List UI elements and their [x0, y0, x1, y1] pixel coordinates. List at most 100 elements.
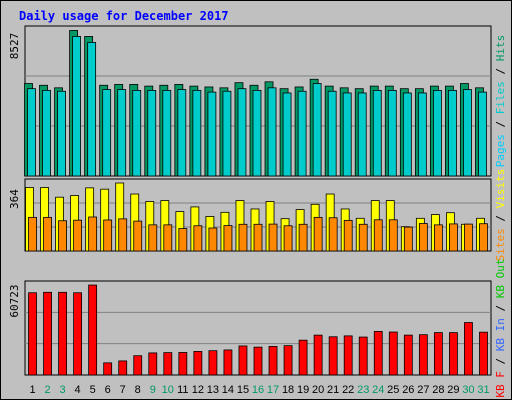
bar-files-day-1-outline	[27, 88, 36, 177]
bar-sites-day-27	[419, 223, 428, 251]
bar-kbf-day-15-outline	[238, 345, 248, 376]
bar-files-day-4-outline	[72, 36, 82, 177]
bar-files-day-6-outline	[102, 89, 112, 177]
bar-kbf-day-16-outline	[253, 346, 263, 376]
x-tick-label: 8	[135, 384, 141, 396]
bar-sites-day-7-outline	[118, 218, 128, 252]
bar-sites-day-10	[163, 224, 172, 251]
bar-files-day-2	[42, 90, 51, 176]
bar-kbf-day-19	[299, 340, 308, 375]
bar-files-day-1	[27, 88, 36, 176]
x-tick-label: 7	[120, 384, 126, 396]
bar-files-day-21	[328, 91, 337, 176]
bar-files-day-11-outline	[177, 89, 187, 177]
bar-kbf-day-14	[223, 349, 232, 375]
bar-sites-day-30-outline	[464, 223, 473, 252]
bar-files-day-13-outline	[207, 91, 217, 177]
bar-kbf-day-20-outline	[313, 334, 323, 376]
bar-files-day-8-outline	[132, 89, 142, 177]
legend-entry: Files	[494, 81, 507, 114]
bar-sites-day-11-outline	[178, 228, 188, 252]
legend-entry: KB In	[494, 318, 507, 351]
bar-files-day-6	[102, 89, 111, 176]
x-tick-label: 9	[150, 384, 156, 396]
x-tick-label: 29	[447, 384, 459, 396]
bar-kbf-day-24	[374, 331, 383, 375]
bar-files-day-4	[72, 36, 81, 177]
legend-entry: Visits	[494, 169, 507, 209]
bar-sites-day-22-outline	[343, 219, 353, 252]
x-tick-label: 2	[44, 384, 50, 396]
bar-kbf-day-23-outline	[358, 336, 368, 376]
legend-entry: /	[494, 298, 507, 318]
bar-sites-day-21	[329, 217, 338, 251]
legend-kb: KB F / KB In / KB Out	[494, 258, 507, 397]
bar-kbf-day-26-outline	[403, 334, 413, 376]
bar-sites-day-15	[238, 224, 247, 251]
bar-sites-day-12	[193, 225, 202, 251]
bar-sites-day-18	[284, 225, 293, 251]
bar-files-day-17-outline	[267, 87, 277, 177]
x-tick-label: 13	[207, 384, 219, 396]
bar-files-day-17	[268, 87, 277, 176]
bar-files-day-25-outline	[387, 89, 397, 177]
bar-kbf-day-8	[133, 355, 142, 375]
bar-kbf-day-31	[479, 332, 488, 375]
bar-sites-day-19-outline	[298, 223, 308, 252]
bar-sites-day-6	[103, 219, 112, 251]
bar-sites-day-5-outline	[88, 216, 98, 252]
bar-sites-day-7	[118, 218, 127, 251]
bar-kbf-day-29-outline	[449, 332, 458, 376]
bar-sites-day-31-outline	[479, 223, 488, 252]
bar-kbf-day-12	[193, 351, 202, 375]
bar-kbf-day-28	[434, 332, 443, 375]
bar-files-day-11	[177, 89, 186, 176]
x-tick-label: 21	[327, 384, 339, 396]
bar-files-day-19	[298, 91, 307, 176]
bar-files-day-15	[237, 88, 246, 176]
bar-kbf-day-27	[419, 334, 428, 375]
bar-kbf-day-23	[359, 337, 368, 375]
x-tick-label: 5	[90, 384, 96, 396]
bar-sites-day-29	[449, 223, 458, 251]
bar-sites-day-27-outline	[418, 223, 428, 252]
bar-kbf-day-29	[449, 332, 458, 375]
bar-kbf-day-22-outline	[343, 335, 353, 376]
bar-sites-day-12-outline	[193, 225, 203, 252]
bar-files-day-15-outline	[237, 88, 247, 177]
bar-kbf-day-11	[178, 352, 187, 375]
bar-sites-day-2-outline	[43, 216, 52, 252]
bar-files-day-31	[478, 92, 487, 176]
legend-entry: /	[494, 208, 507, 228]
bar-kbf-day-10	[163, 352, 172, 375]
bar-kbf-day-8-outline	[133, 355, 143, 376]
y-max-label: 364	[8, 189, 21, 209]
bar-sites-day-23-outline	[358, 223, 368, 252]
bar-files-day-12	[192, 90, 201, 176]
bar-sites-day-25	[389, 219, 398, 251]
legend-entry: /	[494, 351, 507, 371]
bar-files-day-30-outline	[463, 89, 472, 177]
bar-sites-day-1-outline	[28, 216, 37, 252]
bar-kbf-day-3-outline	[58, 291, 67, 376]
bar-kbf-day-5-outline	[88, 284, 98, 376]
x-tick-label: 18	[282, 384, 294, 396]
bar-files-day-22-outline	[342, 92, 352, 177]
bar-kbf-day-24-outline	[373, 331, 383, 376]
x-tick-label: 14	[222, 384, 234, 396]
bar-kbf-day-18	[284, 345, 293, 375]
x-tick-label: 22	[342, 384, 354, 396]
bar-kbf-day-1-outline	[28, 292, 37, 376]
x-tick-label: 26	[402, 384, 414, 396]
x-tick-label: 17	[267, 384, 279, 396]
bar-files-day-9	[147, 90, 156, 176]
bar-kbf-day-12-outline	[193, 351, 203, 376]
bar-sites-day-15-outline	[238, 223, 248, 252]
bar-sites-day-20-outline	[313, 216, 323, 252]
bar-kbf-day-17-outline	[268, 345, 278, 376]
bar-files-day-29-outline	[448, 89, 457, 177]
bar-kbf-day-20	[314, 335, 323, 375]
bar-kbf-day-19-outline	[298, 339, 308, 376]
bar-sites-day-1	[28, 217, 37, 251]
